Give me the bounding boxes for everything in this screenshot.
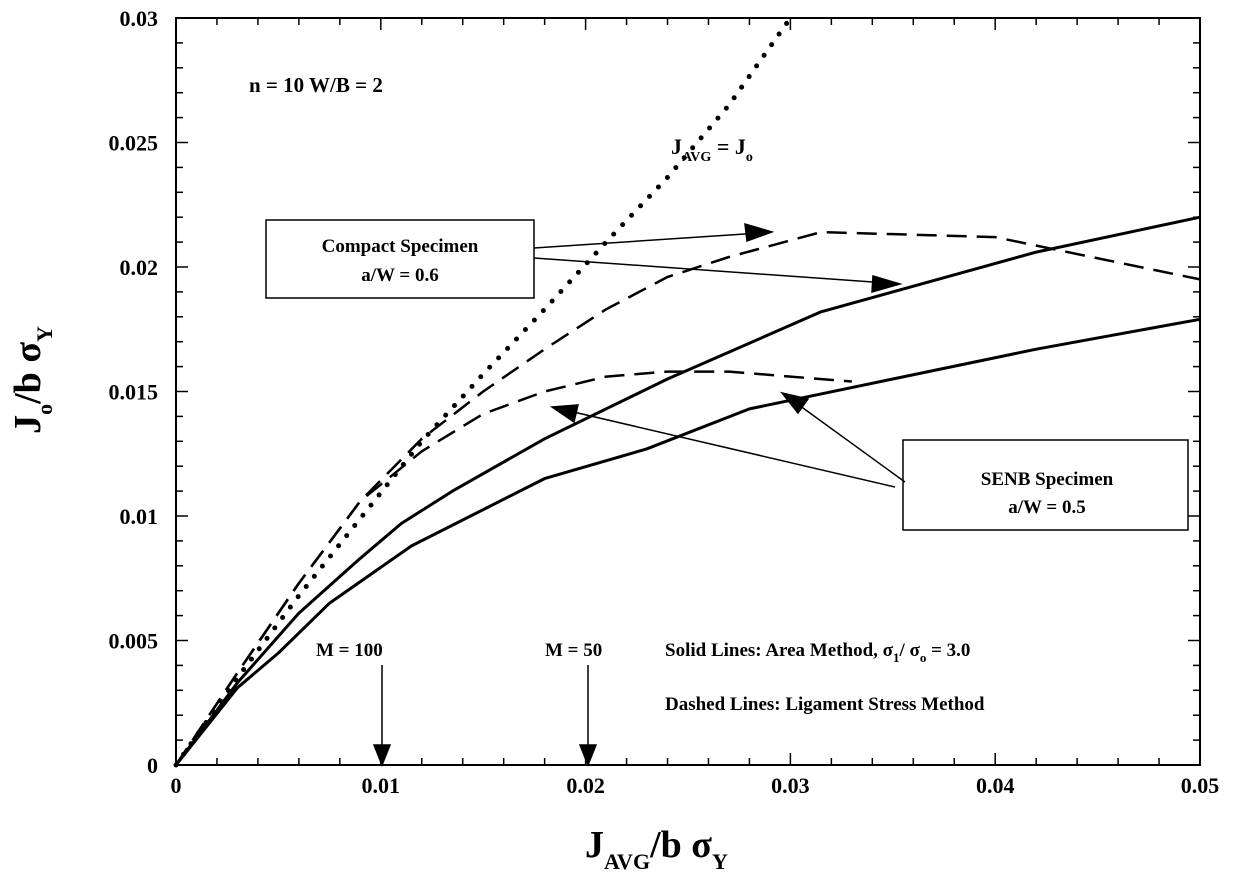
senb-arrow-dashed-head [549, 404, 579, 424]
x-tick-label: 0.03 [771, 773, 810, 798]
y-tick-labels: 0 0.005 0.01 0.015 0.02 0.025 0.03 [109, 6, 159, 778]
compact-specimen-box [265, 219, 535, 299]
compact-arrow-dashed-head [744, 222, 775, 243]
y-tick-label: 0 [147, 753, 158, 778]
compact-specimen-line2: a/W = 0.6 [361, 265, 439, 286]
y-tick-label: 0.02 [120, 255, 159, 280]
dashed-lines-note: Dashed Lines: Ligament Stress Method [665, 694, 985, 715]
params-annotation: n = 10 W/B = 2 [249, 73, 383, 97]
y-tick-label: 0.01 [120, 504, 159, 529]
senb-specimen-line2: a/W = 0.5 [1008, 497, 1086, 518]
solid-lines-note: Solid Lines: Area Method, σ1/ σo = 3.0 [665, 640, 970, 665]
y-tick-label: 0.03 [120, 6, 159, 31]
y-tick-label: 0.025 [109, 131, 159, 156]
senb-specimen-box [902, 439, 1189, 531]
series-line-solid-4 [174, 317, 1201, 766]
m50-arrow-head [578, 744, 598, 768]
compact-arrow-solid [533, 257, 888, 284]
m100-label: M = 100 [316, 640, 383, 661]
annotation-arrows [372, 222, 906, 768]
series-line-solid-3 [174, 215, 1201, 766]
series-line-dashed-2 [174, 370, 852, 766]
senb-arrow-solid-head [780, 391, 810, 415]
x-tick-label: 0.02 [566, 773, 605, 798]
compact-specimen-line1: Compact Specimen [322, 236, 479, 257]
senb-arrow-solid [791, 399, 906, 483]
series-group [173, 15, 1201, 768]
y-tick-label: 0.005 [109, 629, 159, 654]
x-tick-labels: 0 0.01 0.02 0.03 0.04 0.05 [171, 773, 1220, 798]
diagonal-label: JAVG = Jo [671, 134, 753, 165]
x-tick-label: 0.04 [976, 773, 1015, 798]
senb-specimen-line1: SENB Specimen [981, 469, 1114, 490]
x-axis-label: JAVG/b σY [585, 824, 728, 874]
tick-marks [175, 17, 1201, 766]
senb-arrow-dashed [564, 409, 896, 488]
x-tick-label: 0 [171, 773, 182, 798]
m100-arrow-head [372, 744, 392, 768]
y-tick-label: 0.015 [109, 380, 159, 405]
compact-arrow-solid-head [871, 275, 903, 294]
compact-arrow-dashed [533, 232, 761, 249]
m50-label: M = 50 [545, 640, 602, 661]
y-axis-label: Jo/b σY [7, 326, 57, 434]
x-tick-label: 0.05 [1181, 773, 1220, 798]
x-tick-label: 0.01 [362, 773, 401, 798]
